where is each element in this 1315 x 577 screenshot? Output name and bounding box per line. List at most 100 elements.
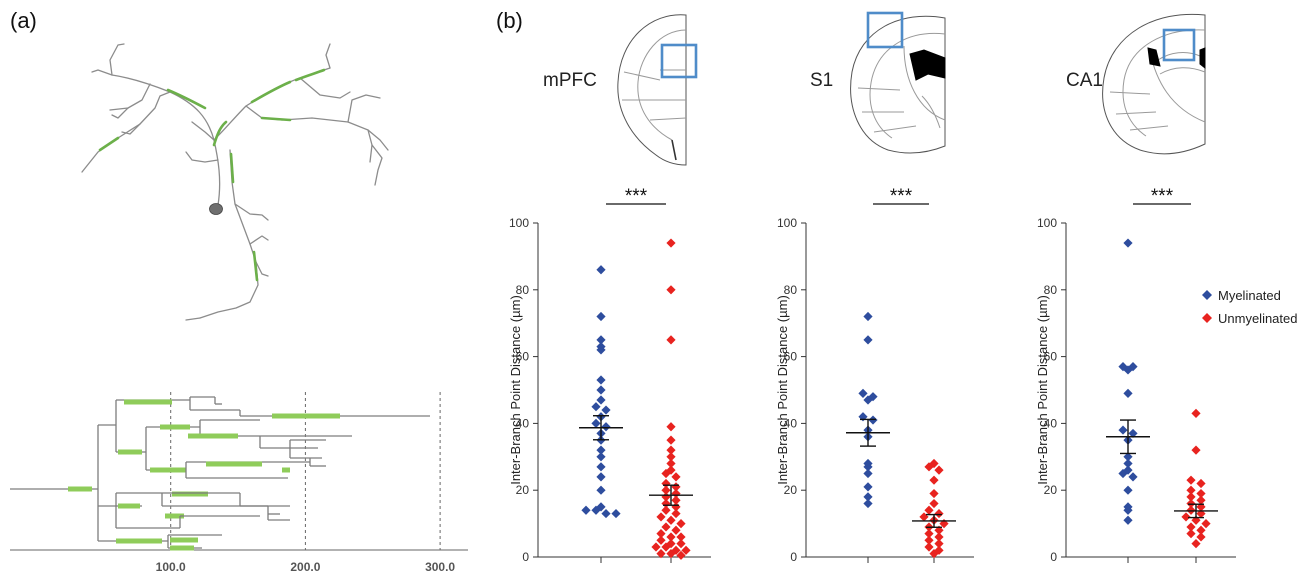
data-point-unmyelinated [666, 532, 676, 542]
data-point-myelinated [596, 395, 606, 405]
region-box-s1 [866, 11, 904, 49]
region-label-mpfc: mPFC [543, 70, 597, 91]
data-point-myelinated [596, 452, 606, 462]
data-point-unmyelinated [666, 445, 676, 455]
y-tick-label: 0 [522, 550, 529, 564]
data-point-unmyelinated [666, 539, 676, 549]
panel-a-label: (a) [10, 8, 37, 33]
data-point-myelinated [1123, 365, 1133, 375]
data-point-unmyelinated [676, 532, 686, 542]
y-axis-title: Inter-Branch Point Distance (µm) [775, 295, 790, 485]
data-point-myelinated [596, 341, 606, 352]
data-point-unmyelinated [1196, 532, 1206, 542]
atlas-s1 [850, 11, 946, 154]
data-point-unmyelinated [671, 508, 681, 519]
data-point-unmyelinated [934, 539, 944, 549]
atlas-ca1 [1102, 13, 1206, 155]
region-label-s1: S1 [810, 70, 833, 91]
data-point-unmyelinated [934, 465, 944, 475]
y-tick-label: 40 [516, 416, 530, 430]
y-tick-label: 60 [516, 350, 530, 364]
data-point-myelinated [863, 492, 873, 502]
panel-b-label: (b) [496, 8, 523, 33]
data-point-unmyelinated [934, 525, 944, 535]
data-point-unmyelinated [924, 542, 934, 552]
scatter-plot-ca1: 0 20 40 60 80 100 Inter-Branch Point Distance … [1035, 186, 1236, 564]
data-point-unmyelinated [1186, 529, 1196, 539]
scatter-plots: 0 20 40 60 80 100 Inter-Branch Point Distance … [508, 186, 1236, 564]
data-point-myelinated [1123, 458, 1133, 469]
data-point-unmyelinated [1196, 478, 1206, 489]
scatter-plot-s1: 0 20 40 60 80 100 Inter-Branch Point Distance … [775, 186, 974, 564]
data-point-unmyelinated [681, 545, 691, 555]
data-point-unmyelinated [671, 495, 681, 505]
region-box-mpfc [660, 43, 698, 79]
data-point-myelinated [863, 311, 873, 322]
y-tick-label: 40 [1044, 416, 1058, 430]
data-point-myelinated [1123, 452, 1133, 462]
data-point-unmyelinated [656, 535, 666, 545]
y-tick-label: 100 [1037, 216, 1057, 230]
brain-atlas-sections [617, 11, 1206, 166]
data-point-myelinated [601, 422, 611, 432]
significance-label: *** [890, 186, 913, 207]
data-point-myelinated [596, 485, 606, 495]
legend-marker-unmyelinated [1202, 313, 1212, 323]
atlas-mpfc [617, 14, 698, 166]
data-point-unmyelinated [1181, 512, 1191, 522]
data-point-unmyelinated [671, 488, 681, 499]
data-point-myelinated [1123, 502, 1133, 512]
data-point-unmyelinated [934, 508, 944, 519]
data-point-myelinated [1118, 425, 1128, 435]
data-point-unmyelinated [666, 465, 676, 475]
data-point-myelinated [858, 388, 868, 398]
data-point-unmyelinated [1196, 502, 1206, 512]
data-point-unmyelinated [651, 542, 661, 552]
data-point-myelinated [868, 392, 878, 402]
legend-label-unmyelinated: Unmyelinated [1218, 311, 1298, 326]
data-point-unmyelinated [1191, 445, 1201, 455]
data-point-unmyelinated [666, 452, 676, 462]
y-tick-label: 20 [516, 483, 530, 497]
data-point-myelinated [1118, 362, 1128, 372]
data-point-myelinated [601, 405, 611, 415]
data-point-unmyelinated [1196, 525, 1206, 535]
data-point-unmyelinated [666, 515, 676, 525]
data-point-myelinated [1123, 485, 1133, 495]
data-point-myelinated [596, 462, 606, 472]
y-axis-title: Inter-Branch Point Distance (µm) [508, 295, 523, 485]
neuron-reconstruction [81, 43, 389, 321]
data-point-unmyelinated [919, 512, 929, 522]
data-point-myelinated [1123, 465, 1133, 475]
data-point-unmyelinated [1191, 515, 1201, 525]
data-point-myelinated [1123, 388, 1133, 398]
y-tick-label: 80 [784, 283, 798, 297]
data-point-unmyelinated [929, 488, 939, 499]
data-point-myelinated [1123, 515, 1133, 525]
significance-label: *** [1151, 186, 1174, 207]
dendrogram: 100.0 200.0 300.0 [10, 392, 468, 574]
data-point-myelinated [863, 482, 873, 492]
y-tick-label: 80 [516, 283, 530, 297]
y-tick-label: 40 [784, 416, 798, 430]
data-point-unmyelinated [934, 545, 944, 555]
data-point-myelinated [611, 508, 621, 519]
y-tick-label: 80 [1044, 283, 1058, 297]
data-point-myelinated [1118, 468, 1128, 479]
data-point-myelinated [863, 335, 873, 345]
data-point-unmyelinated [676, 519, 686, 529]
data-point-myelinated [596, 502, 606, 512]
y-tick-label: 0 [790, 550, 797, 564]
data-point-myelinated [596, 472, 606, 482]
data-point-unmyelinated [666, 435, 676, 445]
y-tick-label: 20 [1044, 483, 1058, 497]
legend-label-myelinated: Myelinated [1218, 288, 1281, 303]
data-point-myelinated [858, 412, 868, 422]
dendrogram-tick-label: 200.0 [290, 560, 320, 574]
soma-icon [209, 203, 223, 215]
region-box-ca1 [1162, 28, 1196, 62]
data-point-myelinated [581, 505, 591, 515]
data-point-unmyelinated [924, 529, 934, 539]
data-point-unmyelinated [666, 238, 676, 248]
